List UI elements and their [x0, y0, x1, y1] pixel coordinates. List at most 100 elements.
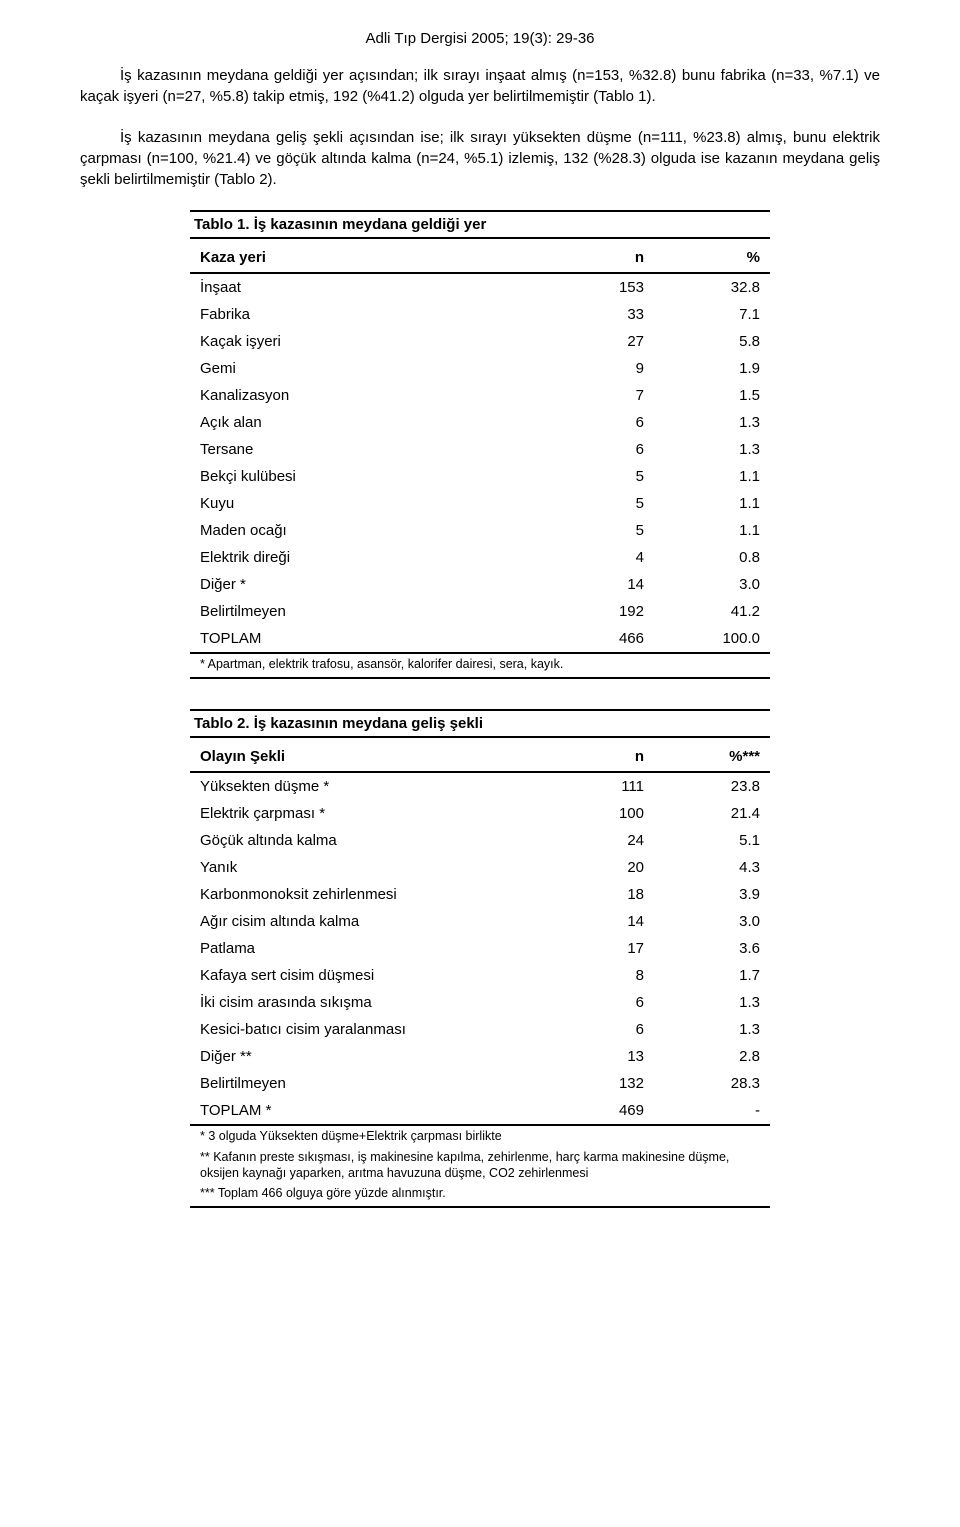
cell-n: 13: [538, 1043, 654, 1070]
cell-n: 5: [538, 517, 654, 544]
table2-col-2: %***: [654, 742, 770, 772]
paragraph-1: İş kazasının meydana geldiği yer açısınd…: [80, 65, 880, 107]
cell-label: İki cisim arasında sıkışma: [190, 989, 538, 1016]
cell-n: 100: [538, 800, 654, 827]
table-row: Kaçak işyeri275.8: [190, 328, 770, 355]
table-row: Kafaya sert cisim düşmesi81.7: [190, 962, 770, 989]
table-row: Patlama173.6: [190, 935, 770, 962]
cell-n: 192: [538, 598, 654, 625]
table-row: Diğer **132.8: [190, 1043, 770, 1070]
cell-label: Elektrik çarpması *: [190, 800, 538, 827]
cell-n: 132: [538, 1070, 654, 1097]
cell-pct: 7.1: [654, 301, 770, 328]
table-row: Gemi91.9: [190, 355, 770, 382]
cell-label: Elektrik direği: [190, 544, 538, 571]
table2-footnote-1: ** Kafanın preste sıkışması, iş makinesi…: [190, 1147, 770, 1184]
cell-label: Gemi: [190, 355, 538, 382]
cell-n: 7: [538, 382, 654, 409]
cell-pct: -: [654, 1097, 770, 1125]
cell-n: 14: [538, 571, 654, 598]
cell-pct: 100.0: [654, 625, 770, 653]
paragraph-2: İş kazasının meydana geliş şekli açısınd…: [80, 127, 880, 190]
cell-n: 8: [538, 962, 654, 989]
cell-n: 6: [538, 1016, 654, 1043]
table-row: Maden ocağı51.1: [190, 517, 770, 544]
cell-label: Belirtilmeyen: [190, 1070, 538, 1097]
table1-col-2: %: [654, 243, 770, 273]
table-row: Yüksekten düşme *11123.8: [190, 772, 770, 800]
cell-pct: 5.1: [654, 827, 770, 854]
cell-pct: 3.9: [654, 881, 770, 908]
cell-pct: 3.6: [654, 935, 770, 962]
cell-label: Tersane: [190, 436, 538, 463]
cell-pct: 21.4: [654, 800, 770, 827]
cell-label: Göçük altında kalma: [190, 827, 538, 854]
table-row: Fabrika337.1: [190, 301, 770, 328]
cell-pct: 1.5: [654, 382, 770, 409]
table1: Kaza yeri n % İnşaat15332.8Fabrika337.1K…: [190, 243, 770, 654]
cell-n: 5: [538, 463, 654, 490]
cell-n: 6: [538, 436, 654, 463]
cell-pct: 41.2: [654, 598, 770, 625]
table2-col-1: n: [538, 742, 654, 772]
cell-pct: 28.3: [654, 1070, 770, 1097]
cell-n: 14: [538, 908, 654, 935]
table-row: Kuyu51.1: [190, 490, 770, 517]
cell-label: Belirtilmeyen: [190, 598, 538, 625]
cell-label: Yüksekten düşme *: [190, 772, 538, 800]
table-row: TOPLAM *469-: [190, 1097, 770, 1125]
journal-header: Adli Tıp Dergisi 2005; 19(3): 29-36: [80, 30, 880, 47]
cell-pct: 32.8: [654, 273, 770, 301]
cell-pct: 5.8: [654, 328, 770, 355]
table-row: Elektrik direği40.8: [190, 544, 770, 571]
table1-footnote-block: * Apartman, elektrik trafosu, asansör, k…: [190, 654, 770, 679]
table-row: Belirtilmeyen13228.3: [190, 1070, 770, 1097]
cell-n: 469: [538, 1097, 654, 1125]
table2-footnote-0: * 3 olguda Yüksekten düşme+Elektrik çarp…: [190, 1126, 770, 1146]
cell-pct: 1.3: [654, 1016, 770, 1043]
cell-pct: 1.3: [654, 436, 770, 463]
cell-label: Fabrika: [190, 301, 538, 328]
cell-pct: 3.0: [654, 908, 770, 935]
cell-pct: 23.8: [654, 772, 770, 800]
cell-pct: 4.3: [654, 854, 770, 881]
cell-n: 9: [538, 355, 654, 382]
cell-n: 27: [538, 328, 654, 355]
cell-label: Kaçak işyeri: [190, 328, 538, 355]
table-row: TOPLAM466100.0: [190, 625, 770, 653]
cell-n: 6: [538, 409, 654, 436]
table1-header-row: Kaza yeri n %: [190, 243, 770, 273]
cell-label: Kanalizasyon: [190, 382, 538, 409]
table2-footnote-2: *** Toplam 466 olguya göre yüzde alınmış…: [190, 1183, 770, 1203]
table1-title: Tablo 1. İş kazasının meydana geldiği ye…: [190, 210, 770, 239]
cell-pct: 3.0: [654, 571, 770, 598]
cell-n: 153: [538, 273, 654, 301]
table-row: İnşaat15332.8: [190, 273, 770, 301]
table-row: Tersane61.3: [190, 436, 770, 463]
cell-label: Karbonmonoksit zehirlenmesi: [190, 881, 538, 908]
cell-pct: 1.3: [654, 409, 770, 436]
cell-label: TOPLAM *: [190, 1097, 538, 1125]
table2-col-0: Olayın Şekli: [190, 742, 538, 772]
table-row: Kesici-batıcı cisim yaralanması61.3: [190, 1016, 770, 1043]
cell-pct: 0.8: [654, 544, 770, 571]
table-row: İki cisim arasında sıkışma61.3: [190, 989, 770, 1016]
table1-footnote: * Apartman, elektrik trafosu, asansör, k…: [190, 654, 770, 674]
table-row: Elektrik çarpması *10021.4: [190, 800, 770, 827]
cell-n: 6: [538, 989, 654, 1016]
table2: Olayın Şekli n %*** Yüksekten düşme *111…: [190, 742, 770, 1126]
cell-pct: 1.7: [654, 962, 770, 989]
cell-n: 4: [538, 544, 654, 571]
table-row: Diğer *143.0: [190, 571, 770, 598]
table1-col-0: Kaza yeri: [190, 243, 538, 273]
cell-label: Patlama: [190, 935, 538, 962]
cell-n: 466: [538, 625, 654, 653]
cell-label: Diğer *: [190, 571, 538, 598]
table-row: Bekçi kulübesi51.1: [190, 463, 770, 490]
cell-pct: 1.1: [654, 490, 770, 517]
table2-footnote-block: * 3 olguda Yüksekten düşme+Elektrik çarp…: [190, 1126, 770, 1208]
table-row: Belirtilmeyen19241.2: [190, 598, 770, 625]
table-row: Ağır cisim altında kalma143.0: [190, 908, 770, 935]
cell-n: 17: [538, 935, 654, 962]
cell-pct: 1.9: [654, 355, 770, 382]
